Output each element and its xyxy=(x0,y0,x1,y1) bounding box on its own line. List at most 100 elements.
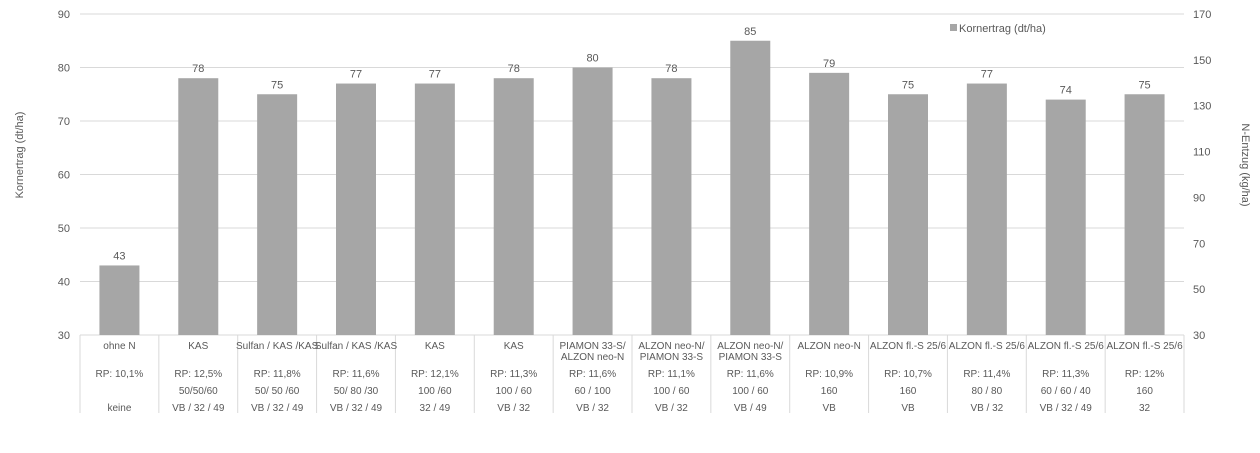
category-rp: RP: 11,8% xyxy=(254,369,301,380)
y-tick-label: 40 xyxy=(58,277,70,289)
category-rp: RP: 11,3% xyxy=(490,369,537,380)
category-timing: VB / 32 xyxy=(576,403,609,414)
y-axis-title: Kornertrag (dt/ha) xyxy=(14,112,26,199)
category-dose: 80 / 80 xyxy=(972,386,1003,397)
bar xyxy=(99,265,140,335)
data-label: 75 xyxy=(1138,79,1150,91)
category-timing: VB / 32 / 49 xyxy=(1040,403,1093,414)
bar xyxy=(888,94,928,335)
category-name: ALZON neo-N/ xyxy=(638,341,704,352)
category-dose: 50/ 50 /60 xyxy=(255,386,300,397)
bar xyxy=(257,94,298,335)
bar xyxy=(966,83,1007,335)
category-name: ALZON fl.-S 25/6 xyxy=(870,341,947,352)
category-timing: 32 xyxy=(1139,403,1151,414)
bar xyxy=(1045,99,1086,335)
category-timing: VB / 32 / 49 xyxy=(251,403,304,414)
bar xyxy=(651,78,692,335)
y-tick-label: 70 xyxy=(58,116,70,128)
category-timing: VB / 32 xyxy=(655,403,688,414)
category-timing: VB / 32 xyxy=(497,403,530,414)
bar xyxy=(809,72,850,335)
bar xyxy=(730,40,771,335)
category-rp: RP: 11,6% xyxy=(332,369,379,380)
data-label: 75 xyxy=(271,79,283,91)
category-name: ALZON fl.-S 25/6 xyxy=(1028,341,1105,352)
bar xyxy=(493,78,534,335)
bar xyxy=(1124,94,1165,335)
category-timing: VB / 32 / 49 xyxy=(172,403,225,414)
y2-tick-label: 70 xyxy=(1193,238,1205,250)
category-name: ALZON fl.-S 25/6 xyxy=(949,341,1026,352)
category-name: PIAMON 33-S xyxy=(640,352,704,363)
data-label: 78 xyxy=(192,63,204,75)
y-tick-label: 80 xyxy=(58,63,70,75)
data-label: 43 xyxy=(113,250,125,262)
category-name: ALZON neo-N xyxy=(561,352,624,363)
category-name: ALZON neo-N/ xyxy=(717,341,783,352)
y2-axis-title: N-Entzug (kg/ha) xyxy=(1239,123,1251,206)
y2-tick-label: 150 xyxy=(1193,55,1211,67)
category-timing: VB xyxy=(822,403,836,414)
category-rp: RP: 10,9% xyxy=(805,369,853,380)
category-name: KAS xyxy=(188,341,208,352)
category-rp: RP: 11,4% xyxy=(963,369,1010,380)
category-timing: keine xyxy=(107,403,131,414)
bars xyxy=(99,40,1165,335)
data-label: 77 xyxy=(429,69,441,81)
category-dose: 60 / 60 / 40 xyxy=(1041,386,1091,397)
y-tick-label: 60 xyxy=(58,170,70,182)
y-axis-right: 30 50 70 90 110 130 150 170 xyxy=(1193,9,1211,342)
category-dose: 100 / 60 xyxy=(496,386,533,397)
category-dose: 160 xyxy=(821,386,838,397)
category-name: PIAMON 33-S/ xyxy=(560,341,626,352)
category-name: ohne N xyxy=(103,341,135,352)
legend: Kornertrag (dt/ha) xyxy=(950,23,1046,35)
category-name: Sulfan / KAS /KAS xyxy=(236,341,319,352)
category-rp: RP: 11,6% xyxy=(569,369,616,380)
y2-tick-label: 170 xyxy=(1193,9,1211,21)
category-name: ALZON neo-N xyxy=(797,341,860,352)
category-rp: RP: 11,1% xyxy=(648,369,695,380)
y2-tick-label: 50 xyxy=(1193,284,1205,296)
data-label: 78 xyxy=(665,63,677,75)
category-dose: 100 / 60 xyxy=(653,386,690,397)
category-dose: 100 / 60 xyxy=(732,386,769,397)
bar xyxy=(178,78,219,335)
y2-tick-label: 30 xyxy=(1193,330,1205,342)
category-rp: RP: 11,3% xyxy=(1042,369,1089,380)
category-timing: VB / 32 xyxy=(970,403,1003,414)
category-rp: RP: 12% xyxy=(1125,369,1165,380)
category-timing: VB / 32 / 49 xyxy=(330,403,383,414)
data-label: 85 xyxy=(744,26,756,38)
data-label: 75 xyxy=(902,79,914,91)
bar xyxy=(336,83,376,335)
category-dose: 60 / 100 xyxy=(574,386,611,397)
category-timing: VB / 49 xyxy=(734,403,767,414)
category-dose: 160 xyxy=(900,386,917,397)
y-axis-left: 30 40 50 60 70 80 90 xyxy=(58,9,70,342)
gridlines xyxy=(80,13,1184,336)
category-rp: RP: 10,1% xyxy=(96,369,144,380)
y2-tick-label: 90 xyxy=(1193,192,1205,204)
bar xyxy=(572,67,613,335)
category-name: KAS xyxy=(425,341,445,352)
legend-label: Kornertrag (dt/ha) xyxy=(959,23,1046,35)
y2-tick-label: 130 xyxy=(1193,101,1211,113)
data-labels: 43 78 75 77 77 78 80 78 85 79 75 77 74 75 xyxy=(113,26,1150,263)
legend-swatch xyxy=(950,24,957,31)
y-tick-label: 90 xyxy=(58,9,70,21)
data-label: 78 xyxy=(508,63,520,75)
bar xyxy=(414,83,455,335)
category-name: ALZON fl.-S 25/6 xyxy=(1107,341,1184,352)
category-rp: RP: 12,1% xyxy=(411,369,459,380)
category-timing: VB xyxy=(901,403,915,414)
category-timing: 32 / 49 xyxy=(420,403,451,414)
category-dose: 160 xyxy=(1136,386,1153,397)
category-dose: 50/ 80 /30 xyxy=(334,386,379,397)
data-label: 77 xyxy=(350,69,362,81)
category-dose: 50/50/60 xyxy=(179,386,218,397)
category-axis: ohne N RP: 10,1% keine KAS RP: 12,5% 50/50/60… xyxy=(79,335,1185,414)
category-rp: RP: 11,6% xyxy=(727,369,774,380)
